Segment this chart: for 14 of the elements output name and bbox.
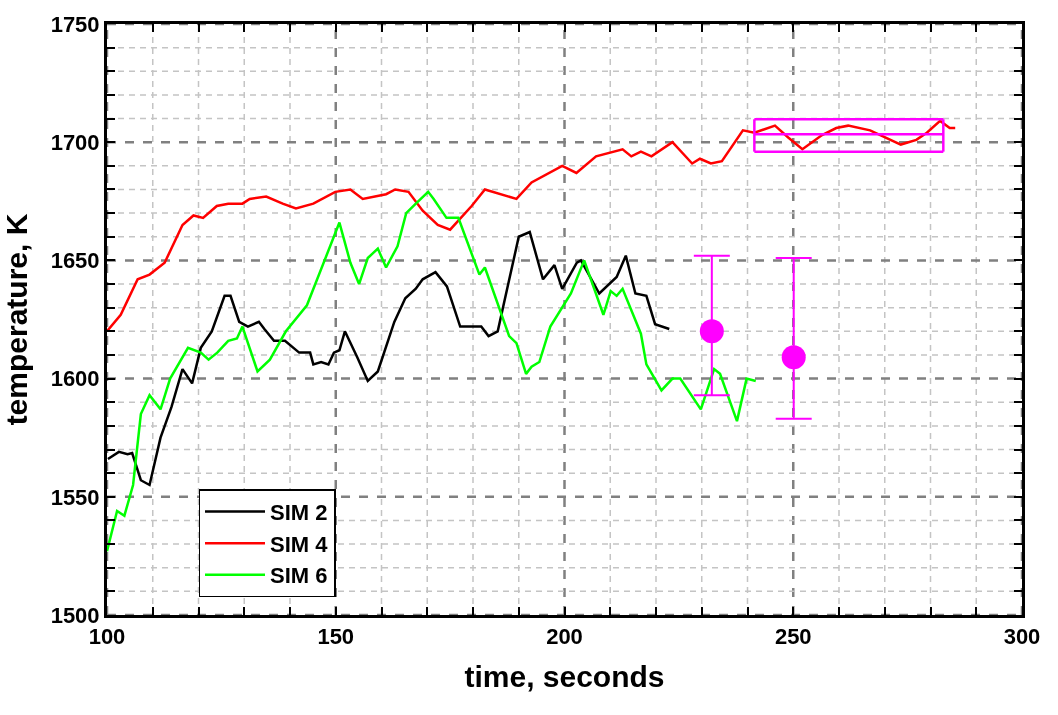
y-axis-title: temperature, K [0,213,33,426]
x-axis-title: time, seconds [464,659,665,693]
x-tick-label: 200 [546,624,583,650]
x-tick-label: 250 [774,624,812,650]
legend-label: SIM 6 [270,563,328,589]
legend-label: SIM 2 [270,500,328,526]
y-tick-label: 1700 [50,129,100,155]
y-tick-label: 1750 [50,11,100,37]
x-tick-label: 150 [317,624,355,650]
y-tick-label: 1650 [50,248,100,274]
x-tick-label: 300 [1003,624,1041,650]
y-tick-label: 1550 [50,484,100,510]
y-tick-label: 1600 [50,366,100,392]
legend-label: SIM 4 [270,531,329,557]
